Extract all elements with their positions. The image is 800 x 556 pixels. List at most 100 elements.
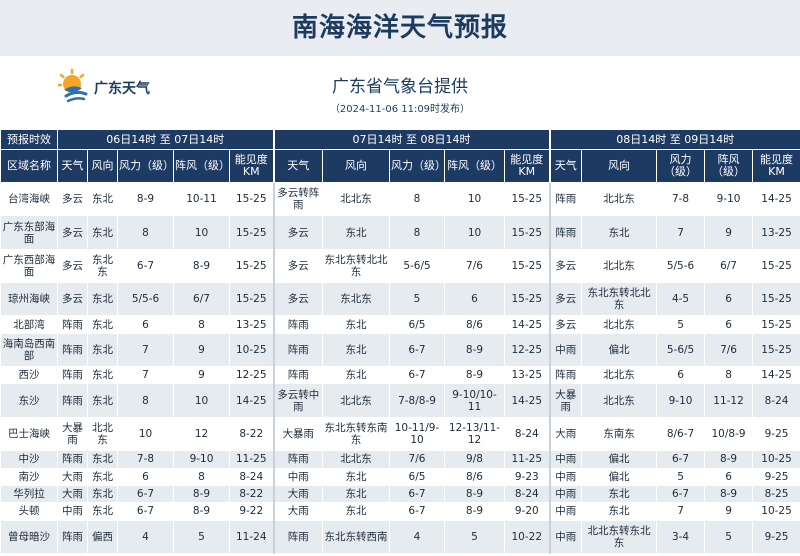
visibility-cell-p3: 13-25 <box>752 215 800 250</box>
gust-cell-p1: 8 <box>173 315 230 334</box>
visibility-cell-p3: 10-25 <box>752 450 800 469</box>
wind-dir-cell-p3: 偏北 <box>581 450 658 469</box>
visibility-cell-p1: 9-22 <box>229 502 274 521</box>
weather-cell-p2: 多云 <box>272 282 323 317</box>
header-visibility-p1: 能见度KM <box>229 149 274 183</box>
visibility-cell-p2: 9-23 <box>503 467 551 486</box>
gust-cell-p3: 8 <box>704 366 754 385</box>
visibility-cell-p1: 15-25 <box>229 215 274 250</box>
header-period-3: 08日14时 至 09日14时 <box>548 129 800 150</box>
weather-cell-p2: 阵雨 <box>272 332 323 368</box>
region-name-cell: 南沙 <box>0 467 58 486</box>
wind-dir-cell-p3: 北北东 <box>581 181 658 217</box>
weather-cell-p3: 多云 <box>548 315 583 334</box>
weather-cell-p2: 阵雨 <box>272 366 323 385</box>
table-row: 台湾海峡 多云 东北 8-9 10-11 15-25 多云转阵雨 北北东 8 10 15-25 阵雨北… <box>0 181 800 217</box>
gust-cell-p2: 8/6 <box>444 315 505 334</box>
gust-cell-p3: 9-10 <box>704 181 754 217</box>
weather-cell-p1: 阵雨 <box>57 450 88 469</box>
table-header-columns: 区域名称 天气 风向 风力（级） 阵风（级） 能见度KM 天气 风向 风力（级） 阵风（级） 能见度… <box>0 149 800 183</box>
visibility-cell-p3: 15-25 <box>752 282 800 317</box>
region-name-cell: 华列拉 <box>0 484 58 504</box>
wind-force-cell-p1: 7 <box>117 332 174 368</box>
wind-force-cell-p2: 5 <box>389 282 445 317</box>
region-name-cell: 巴士海峡 <box>0 416 58 452</box>
wind-force-cell-p2: 8 <box>389 215 445 250</box>
weather-cell-p3: 大暴雨 <box>548 383 583 418</box>
gust-cell-p3: 6 <box>704 282 754 317</box>
weather-cell-p2: 多云转中雨 <box>272 383 323 418</box>
wind-force-cell-p1: 7 <box>117 366 174 385</box>
gust-cell-p3: 8-9 <box>704 450 754 469</box>
wind-force-cell-p2: 5-6/5 <box>389 248 445 284</box>
wind-force-cell-p1: 6 <box>117 467 174 486</box>
weather-cell-p1: 多云 <box>57 282 88 317</box>
wind-dir-cell-p3: 偏北 <box>581 332 658 368</box>
visibility-cell-p1: 11-24 <box>229 519 274 555</box>
wind-force-cell-p3: 8/6-7 <box>656 416 706 452</box>
weather-cell-p3: 阵雨 <box>548 181 583 217</box>
wind-force-cell-p2: 6/5 <box>389 467 445 486</box>
wind-dir-cell-p3: 东北 <box>581 215 658 250</box>
visibility-cell-p3: 10-25 <box>752 502 800 521</box>
visibility-cell-p2: 9-20 <box>503 502 551 521</box>
gust-cell-p1: 9 <box>173 332 230 368</box>
wind-force-cell-p3: 5-6/5 <box>656 332 706 368</box>
gust-cell-p3: 6 <box>704 315 754 334</box>
wind-force-cell-p2: 7-8/8-9 <box>389 383 445 418</box>
wind-force-cell-p1: 4 <box>117 519 174 555</box>
visibility-cell-p2: 14-25 <box>503 383 551 418</box>
wind-dir-cell-p3: 东北东转北北东 <box>581 282 658 317</box>
weather-cell-p2: 大雨 <box>272 502 323 521</box>
weather-cell-p2: 大暴雨 <box>272 416 323 452</box>
forecast-table: 预报时效 06日14时 至 07日14时 07日14时 至 08日14时 08日… <box>0 129 800 555</box>
gust-cell-p1: 10 <box>173 383 230 418</box>
visibility-cell-p3: 9-25 <box>752 519 800 555</box>
wind-force-cell-p3: 7-8 <box>656 181 706 217</box>
gust-cell-p2: 8-9 <box>444 484 505 504</box>
table-row: 巴士海峡 大暴雨 北北东 10 12 8-22 大暴雨 东北东转东南东 10-11/9-10 12… <box>0 416 800 452</box>
gust-cell-p2: 12-13/11-12 <box>444 416 505 452</box>
wind-dir-cell-p3: 北北东 <box>581 315 658 334</box>
wind-dir-cell-p1: 偏西 <box>87 519 118 555</box>
region-name-cell: 曾母暗沙 <box>0 519 58 555</box>
header-period-1: 06日14时 至 07日14时 <box>57 129 274 150</box>
wind-dir-cell-p1: 东北 <box>87 332 118 368</box>
wind-force-cell-p3: 6 <box>656 366 706 385</box>
wind-dir-cell-p2: 东北 <box>322 332 390 368</box>
visibility-cell-p1: 14-25 <box>229 383 274 418</box>
visibility-cell-p2: 10-22 <box>503 519 551 555</box>
wind-force-cell-p3: 9-10 <box>656 383 706 418</box>
gust-cell-p3: 6/7 <box>704 248 754 284</box>
visibility-cell-p3: 15-25 <box>752 315 800 334</box>
gust-cell-p3: 11-12 <box>704 383 754 418</box>
table-row: 广东东部海面 多云 东北 8 10 15-25 多云 东北 8 10 15-25 阵雨 东北 7 9 13-2… <box>0 215 800 250</box>
gust-cell-p3: 10/8-9 <box>704 416 754 452</box>
visibility-cell-p3: 14-25 <box>752 181 800 217</box>
gust-cell-p3: 5 <box>704 519 754 555</box>
wind-force-cell-p2: 7/6 <box>389 450 445 469</box>
wind-dir-cell-p2: 北北东 <box>322 181 390 217</box>
gust-cell-p3: 8-9 <box>704 484 754 504</box>
wind-dir-cell-p2: 东北 <box>322 484 390 504</box>
visibility-cell-p3: 9-25 <box>752 416 800 452</box>
wind-dir-cell-p1: 东北 <box>87 315 118 334</box>
gust-cell-p3: 9 <box>704 215 754 250</box>
header-gust-p3: 阵风（级） <box>704 149 754 183</box>
gust-cell-p1: 8 <box>173 467 230 486</box>
wind-dir-cell-p2: 东北 <box>322 502 390 521</box>
gust-cell-p2: 8-9 <box>444 366 505 385</box>
wind-dir-cell-p3: 偏北 <box>581 467 658 486</box>
wind-dir-cell-p2: 东北 <box>322 315 390 334</box>
table-row: 东沙 阵雨 东北 8 10 14-25 多云转中雨 北北东 7-8/8-9 9-10/10-11 1… <box>0 383 800 418</box>
weather-cell-p2: 阵雨 <box>272 519 323 555</box>
visibility-cell-p2: 14-25 <box>503 315 551 334</box>
table-row: 中沙 阵雨 东北 7-8 9-10 11-25 阵雨 北北东 7/6 9/8 11-25 中雨 偏北 6-… <box>0 450 800 469</box>
region-name-cell: 中沙 <box>0 450 58 469</box>
weather-cell-p2: 阵雨 <box>272 315 323 334</box>
weather-cell-p1: 阵雨 <box>57 366 88 385</box>
table-row: 海南岛西南部 阵雨 东北 7 9 10-25 阵雨 东北 6-7 8-9 12-25 中雨 偏北 5-6/… <box>0 332 800 368</box>
wind-dir-cell-p1: 东北 <box>87 467 118 486</box>
weather-cell-p2: 中雨 <box>272 467 323 486</box>
wind-dir-cell-p3: 北北东 <box>581 383 658 418</box>
